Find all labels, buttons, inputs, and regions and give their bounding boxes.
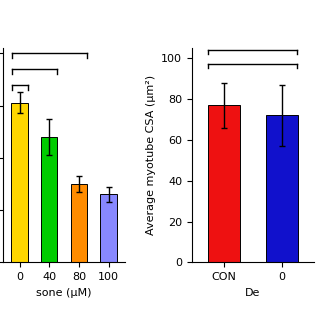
X-axis label: sone (μM): sone (μM) bbox=[36, 288, 92, 298]
Bar bbox=[266, 116, 298, 262]
Bar bbox=[71, 184, 87, 262]
Bar bbox=[41, 137, 57, 262]
X-axis label: De: De bbox=[245, 288, 260, 298]
Bar bbox=[100, 195, 117, 262]
Bar bbox=[208, 105, 240, 262]
Bar bbox=[12, 103, 28, 262]
Y-axis label: Average myotube CSA (μm²): Average myotube CSA (μm²) bbox=[146, 75, 156, 235]
